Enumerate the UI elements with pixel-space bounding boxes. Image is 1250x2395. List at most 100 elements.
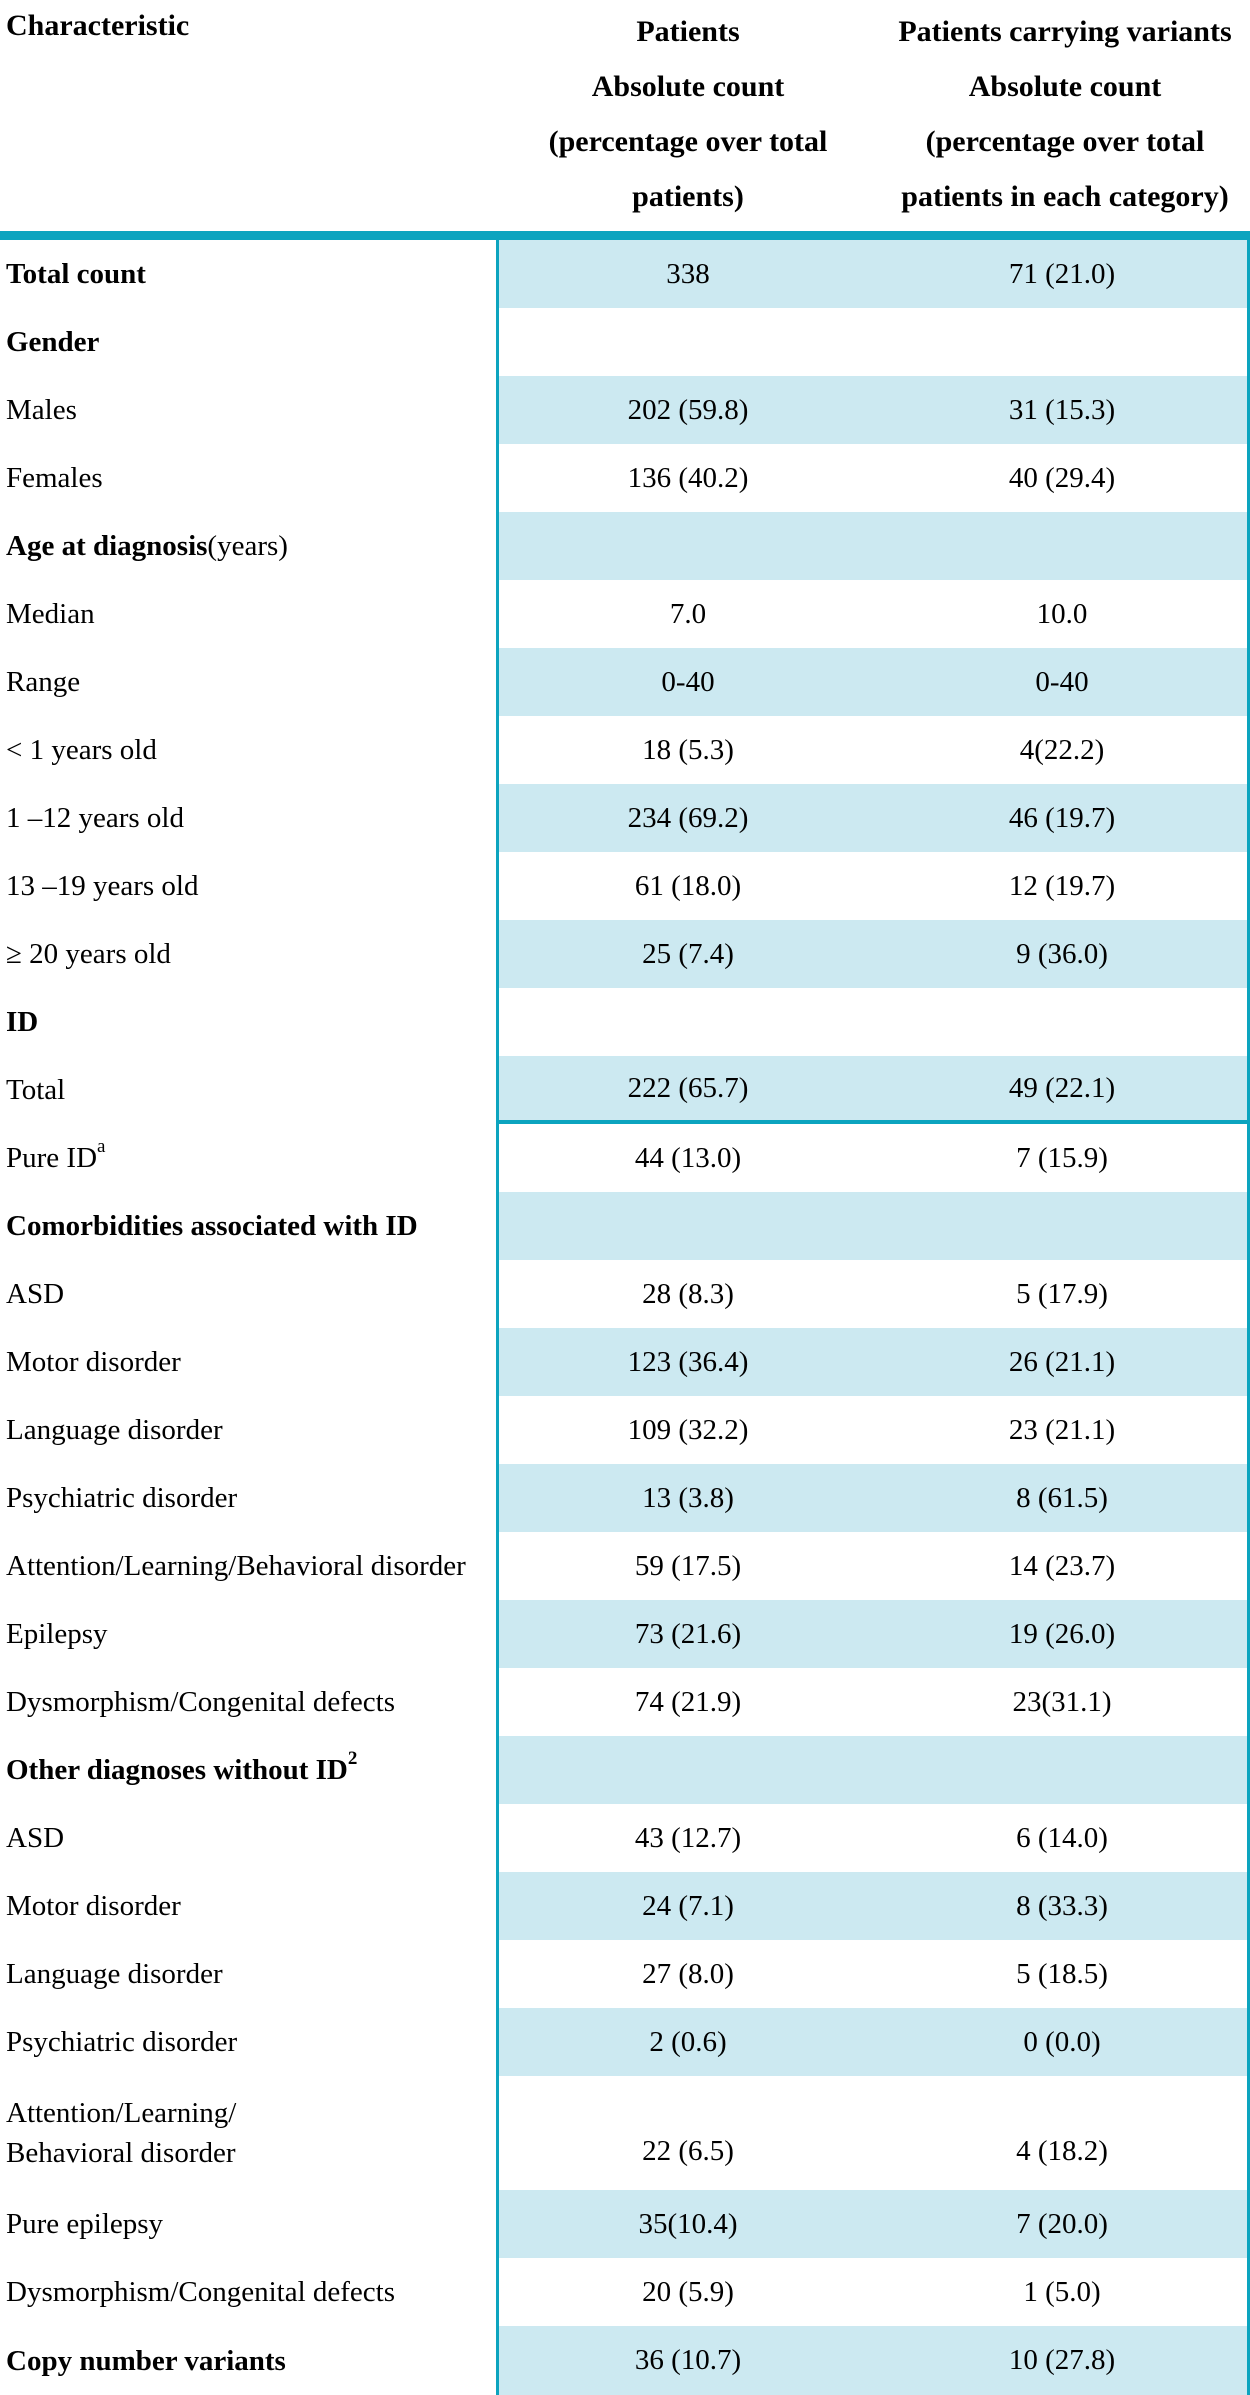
variants-count-value: 12 (19.7) bbox=[1008, 869, 1116, 902]
patients-header-line2: Absolute count bbox=[591, 70, 785, 103]
row-label-text: Copy number variants bbox=[6, 2344, 286, 2377]
patients-count-value: 202 (59.8) bbox=[627, 393, 749, 426]
table-row: 1 –12 years old 234 (69.2) 46 (19.7) bbox=[0, 784, 1250, 852]
patients-count-value: 234 (69.2) bbox=[627, 801, 749, 834]
row-label-text: Language disorder bbox=[6, 1414, 223, 1446]
table-header-row: Characteristic Patients Absolute count (… bbox=[0, 0, 1250, 231]
table-row: ID bbox=[0, 988, 1250, 1056]
variants-count-value: 8 (33.3) bbox=[1016, 1889, 1108, 1922]
row-label: Gender bbox=[0, 308, 496, 376]
table-row: Epilepsy 73 (21.6) 19 (26.0) bbox=[0, 1600, 1250, 1668]
row-label: Dysmorphism/Congenital defects bbox=[0, 2258, 496, 2326]
table-row: Dysmorphism/Congenital defects 20 (5.9) 1 … bbox=[0, 2258, 1250, 2326]
patients-count-value: 36 (10.7) bbox=[634, 2344, 742, 2376]
variants-count-value bbox=[877, 512, 1247, 580]
patients-count-value: 0-40 bbox=[661, 665, 715, 698]
variants-count-value: 0-40 bbox=[1035, 665, 1089, 698]
row-label: ≥ 20 years old bbox=[0, 920, 496, 988]
variants-header-line2: Absolute count bbox=[968, 70, 1162, 103]
patients-count-value: 27 (8.0) bbox=[642, 1957, 734, 1990]
variants-count-value: 5 (17.9) bbox=[1016, 1277, 1108, 1310]
row-label-text: Gender bbox=[6, 326, 100, 358]
table-row: Motor disorder 123 (36.4) 26 (21.1) bbox=[0, 1328, 1250, 1396]
variants-count-value: 23(31.1) bbox=[1012, 1685, 1112, 1718]
row-data-cells: 222 (65.7) 49 (22.1) bbox=[496, 1056, 1250, 1124]
row-label: Pure epilepsy bbox=[0, 2190, 496, 2258]
patients-count-value: 25 (7.4) bbox=[642, 937, 734, 970]
table-row: Other diagnoses without ID 2 bbox=[0, 1736, 1250, 1804]
row-label-text: Females bbox=[6, 462, 103, 494]
variants-count-value: 23 (21.1) bbox=[1008, 1413, 1116, 1446]
table-row: Total 222 (65.7) 49 (22.1) bbox=[0, 1056, 1250, 1124]
variants-count-value: 4(22.2) bbox=[1019, 733, 1105, 766]
row-data-cells: 338 71 (21.0) bbox=[496, 240, 1250, 308]
row-data-cells: 234 (69.2) 46 (19.7) bbox=[496, 784, 1250, 852]
row-data-cells: 43 (12.7) 6 (14.0) bbox=[496, 1804, 1250, 1872]
row-label: Dysmorphism/Congenital defects bbox=[0, 1668, 496, 1736]
row-label-text: Comorbidities associated with ID bbox=[6, 1210, 418, 1242]
patients-count-value: 24 (7.1) bbox=[642, 1889, 734, 1922]
row-label: ASD bbox=[0, 1260, 496, 1328]
table-row: Language disorder 109 (32.2) 23 (21.1) bbox=[0, 1396, 1250, 1464]
row-label-text: Other diagnoses without ID bbox=[6, 1754, 348, 1786]
row-data-cells: 18 (5.3) 4(22.2) bbox=[496, 716, 1250, 784]
variants-count-value: 4 (18.2) bbox=[1016, 2135, 1108, 2167]
row-data-cells: 44 (13.0) 7 (15.9) bbox=[496, 1124, 1250, 1192]
variants-count-value: 0 (0.0) bbox=[1023, 2025, 1101, 2058]
patients-count-value bbox=[499, 308, 877, 376]
row-label: Copy number variants bbox=[0, 2326, 496, 2395]
row-label: ID bbox=[0, 988, 496, 1056]
patients-count-value: 109 (32.2) bbox=[627, 1413, 749, 1446]
row-label: < 1 years old bbox=[0, 716, 496, 784]
row-label: 1 –12 years old bbox=[0, 784, 496, 852]
variants-count-value: 31 (15.3) bbox=[1008, 393, 1116, 426]
patients-count-value bbox=[499, 988, 877, 1056]
table-row: Age at diagnosis (years) bbox=[0, 512, 1250, 580]
row-data-cells: 25 (7.4) 9 (36.0) bbox=[496, 920, 1250, 988]
row-label-text: Total bbox=[6, 1074, 66, 1106]
row-label-text: Psychiatric disorder bbox=[6, 2026, 238, 2058]
variants-count-value: 14 (23.7) bbox=[1008, 1549, 1116, 1582]
variants-count-value bbox=[877, 1192, 1247, 1260]
row-data-cells: 13 (3.8) 8 (61.5) bbox=[496, 1464, 1250, 1532]
row-data-cells: 74 (21.9) 23(31.1) bbox=[496, 1668, 1250, 1736]
table-row: Psychiatric disorder 13 (3.8) 8 (61.5) bbox=[0, 1464, 1250, 1532]
row-label: ASD bbox=[0, 1804, 496, 1872]
column-header-patients: Patients Absolute count (percentage over… bbox=[496, 0, 880, 231]
row-label-text: Attention/Learning/Behavioral disorder bbox=[6, 1550, 466, 1582]
patients-count-value: 43 (12.7) bbox=[634, 1821, 742, 1854]
patients-count-value: 44 (13.0) bbox=[634, 1141, 742, 1174]
row-label: 13 –19 years old bbox=[0, 852, 496, 920]
row-label: Males bbox=[0, 376, 496, 444]
row-data-cells: 73 (21.6) 19 (26.0) bbox=[496, 1600, 1250, 1668]
patients-count-value: 2 (0.6) bbox=[649, 2025, 727, 2058]
row-label-text: Dysmorphism/Congenital defects bbox=[6, 1686, 396, 1718]
row-label-text: ≥ 20 years old bbox=[6, 938, 171, 970]
table-row: Attention/Learning/ Behavioral disorder 2… bbox=[0, 2076, 1250, 2190]
row-label-text: Dysmorphism/Congenital defects bbox=[6, 2276, 396, 2308]
variants-count-value: 7 (20.0) bbox=[1016, 2207, 1108, 2240]
patients-header-line3: (percentage over total patients) bbox=[548, 125, 828, 213]
table-row: < 1 years old 18 (5.3) 4(22.2) bbox=[0, 716, 1250, 784]
row-label-text: ASD bbox=[6, 1822, 65, 1854]
patients-count-value: 20 (5.9) bbox=[642, 2275, 734, 2308]
row-data-cells: 36 (10.7) 10 (27.8) bbox=[496, 2326, 1250, 2395]
table-row: Dysmorphism/Congenital defects 74 (21.9) 2… bbox=[0, 1668, 1250, 1736]
variants-count-value: 9 (36.0) bbox=[1016, 937, 1108, 970]
row-data-cells: 61 (18.0) 12 (19.7) bbox=[496, 852, 1250, 920]
row-label-text: Pure epilepsy bbox=[6, 2208, 164, 2240]
patients-count-value: 28 (8.3) bbox=[642, 1277, 734, 1310]
table-row: Males 202 (59.8) 31 (15.3) bbox=[0, 376, 1250, 444]
row-label-text: ASD bbox=[6, 1278, 65, 1310]
row-label: Pure ID a bbox=[0, 1124, 496, 1192]
table-row: ≥ 20 years old 25 (7.4) 9 (36.0) bbox=[0, 920, 1250, 988]
row-label-text: Range bbox=[6, 666, 81, 698]
row-data-cells bbox=[496, 308, 1250, 376]
row-label: Total count bbox=[0, 240, 496, 308]
variants-count-value bbox=[877, 988, 1247, 1056]
patients-count-value bbox=[499, 1736, 877, 1804]
table-row: Psychiatric disorder 2 (0.6) 0 (0.0) bbox=[0, 2008, 1250, 2076]
row-data-cells: 59 (17.5) 14 (23.7) bbox=[496, 1532, 1250, 1600]
row-label: Comorbidities associated with ID bbox=[0, 1192, 496, 1260]
variants-count-value: 5 (18.5) bbox=[1016, 1957, 1108, 1990]
